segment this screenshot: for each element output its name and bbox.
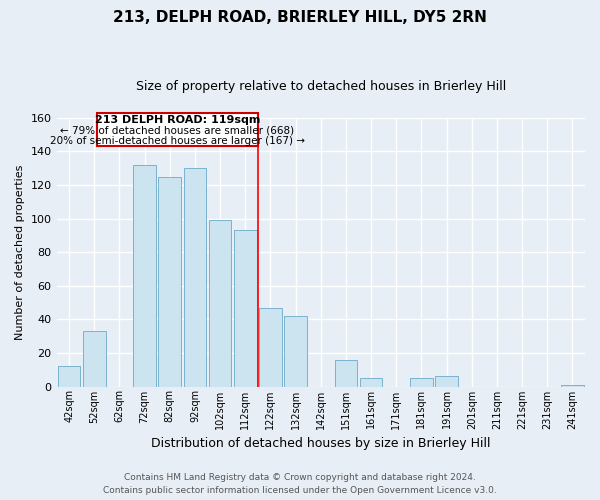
Text: ← 79% of detached houses are smaller (668): ← 79% of detached houses are smaller (66… (60, 126, 295, 136)
Text: 20% of semi-detached houses are larger (167) →: 20% of semi-detached houses are larger (… (50, 136, 305, 146)
Text: 213, DELPH ROAD, BRIERLEY HILL, DY5 2RN: 213, DELPH ROAD, BRIERLEY HILL, DY5 2RN (113, 10, 487, 25)
Bar (284, 316, 307, 386)
Bar (58, 366, 80, 386)
Bar (561, 385, 584, 386)
FancyBboxPatch shape (97, 112, 258, 146)
Bar (360, 378, 382, 386)
Bar (83, 331, 106, 386)
X-axis label: Distribution of detached houses by size in Brierley Hill: Distribution of detached houses by size … (151, 437, 491, 450)
Bar (335, 360, 357, 386)
Bar (209, 220, 232, 386)
Bar (259, 308, 282, 386)
Text: 213 DELPH ROAD: 119sqm: 213 DELPH ROAD: 119sqm (95, 116, 260, 126)
Bar (184, 168, 206, 386)
Bar (158, 176, 181, 386)
Bar (133, 165, 156, 386)
Bar (410, 378, 433, 386)
Bar (435, 376, 458, 386)
Y-axis label: Number of detached properties: Number of detached properties (15, 164, 25, 340)
Bar (234, 230, 257, 386)
Title: Size of property relative to detached houses in Brierley Hill: Size of property relative to detached ho… (136, 80, 506, 93)
Text: Contains HM Land Registry data © Crown copyright and database right 2024.
Contai: Contains HM Land Registry data © Crown c… (103, 473, 497, 495)
